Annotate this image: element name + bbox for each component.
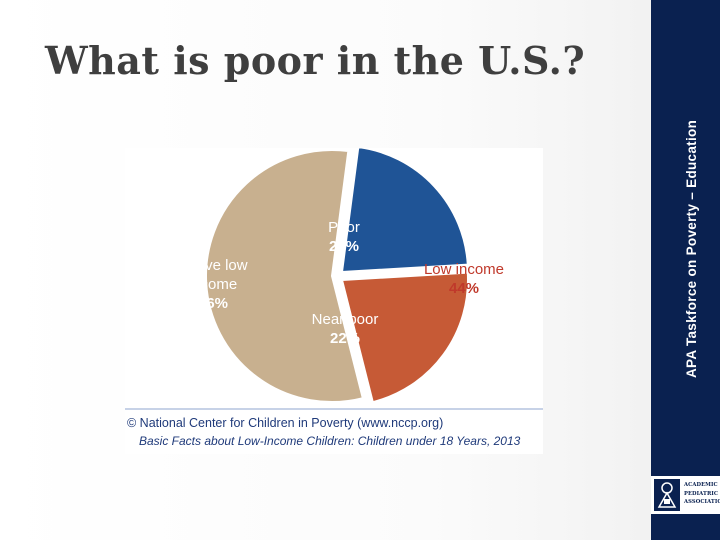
logo-line-3: ASSOCIATION bbox=[684, 499, 720, 505]
slice-label-near-poor-value: 22% bbox=[329, 330, 361, 347]
pie-chart: Poor 22% Near poor 22% Above low income … bbox=[125, 148, 543, 454]
slice-label-above-low-income: Above low income 56% bbox=[153, 256, 273, 313]
slice-label-above-name: Above low income bbox=[178, 257, 248, 293]
slice-label-poor: Poor 22% bbox=[311, 218, 377, 256]
slice-label-poor-value: 22% bbox=[328, 238, 360, 255]
apa-logo: ACADEMIC PEDIATRIC ASSOCIATION bbox=[651, 476, 720, 514]
slide-title: What is poor in the U.S.? bbox=[45, 38, 586, 83]
low-income-annotation-value: 44% bbox=[448, 280, 480, 297]
sidebar-caption: APA Taskforce on Poverty – Education bbox=[684, 119, 699, 378]
logo-line-2: PEDIATRIC bbox=[684, 490, 719, 497]
pie-slice-above-low-income bbox=[205, 149, 365, 403]
slice-label-poor-name: Poor bbox=[328, 219, 360, 236]
apa-logo-wordmark: ACADEMIC PEDIATRIC ASSOCIATION bbox=[684, 481, 720, 507]
source-line-1: © National Center for Children in Povert… bbox=[127, 416, 444, 430]
slice-label-near-poor-name: Near poor bbox=[311, 311, 379, 328]
low-income-annotation-label: Low income bbox=[423, 261, 505, 278]
pie-slice-near-poor bbox=[340, 271, 469, 404]
low-income-annotation: Low income 44% bbox=[417, 260, 511, 298]
pie-slice-poor bbox=[340, 148, 469, 274]
source-line-2: Basic Facts about Low-Income Children: C… bbox=[139, 434, 521, 448]
slice-label-near-poor: Near poor 22% bbox=[295, 310, 395, 348]
slice-label-above-value: 56% bbox=[197, 295, 229, 312]
sidebar-band bbox=[651, 0, 720, 540]
apa-logo-emblem-icon bbox=[654, 479, 680, 511]
logo-line-1: ACADEMIC bbox=[684, 482, 718, 488]
pie-chart-svg bbox=[125, 148, 543, 410]
chart-source: © National Center for Children in Povert… bbox=[127, 414, 543, 450]
